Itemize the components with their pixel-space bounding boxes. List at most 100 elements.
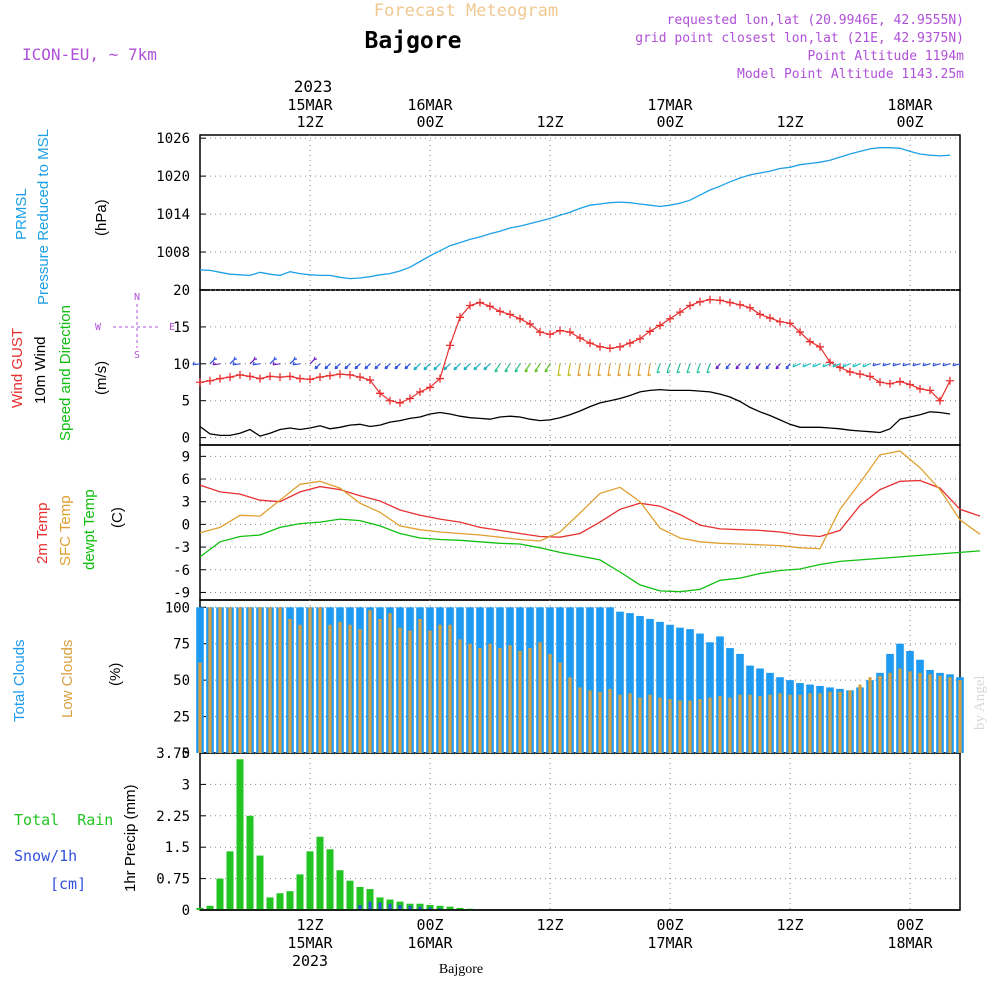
low-cloud-bar bbox=[678, 700, 682, 753]
gust-marker bbox=[256, 374, 264, 383]
gust-marker bbox=[556, 326, 564, 335]
top-date-label: 17MAR bbox=[647, 96, 693, 114]
wind-direction-arrow bbox=[812, 363, 821, 368]
wind-direction-arrow bbox=[232, 361, 241, 366]
low-cloud-bar bbox=[268, 607, 272, 753]
wind-direction-arrow bbox=[627, 363, 632, 377]
gust-marker bbox=[466, 301, 474, 310]
wind-direction-arrow bbox=[852, 363, 861, 368]
low-cloud-bar bbox=[508, 645, 512, 753]
pressure-label-prmsl: PRMSL bbox=[13, 188, 30, 240]
wind-direction-arrow bbox=[617, 363, 622, 377]
wind-direction-arrow bbox=[292, 361, 301, 366]
rain-bar bbox=[286, 891, 294, 910]
low-cloud-bar bbox=[888, 672, 892, 753]
wind-direction-arrow bbox=[443, 363, 451, 371]
low-cloud-bar bbox=[528, 648, 532, 753]
y-tick-label: 3 bbox=[182, 495, 190, 511]
gust-marker bbox=[426, 383, 434, 392]
low-cloud-bar bbox=[478, 648, 482, 753]
watermark: by Angel bbox=[972, 675, 988, 730]
low-cloud-bar bbox=[318, 607, 322, 753]
y-tick-label: 0.75 bbox=[156, 872, 190, 888]
low-cloud-bar bbox=[618, 694, 622, 753]
gust-marker bbox=[666, 314, 674, 323]
wind-direction-arrow bbox=[872, 362, 881, 367]
wind-direction-arrow bbox=[892, 362, 901, 367]
total-cloud-bar bbox=[646, 618, 654, 753]
top-date-label: 18MAR bbox=[887, 96, 933, 114]
y-tick-label: 50 bbox=[173, 673, 190, 689]
wind-direction-arrow bbox=[314, 363, 321, 370]
low-cloud-bar bbox=[328, 624, 332, 753]
gust-marker bbox=[696, 297, 704, 306]
low-cloud-bar bbox=[828, 691, 832, 753]
gust-marker bbox=[886, 379, 894, 388]
gust-marker bbox=[706, 295, 714, 304]
rain-bar bbox=[246, 815, 254, 910]
y-tick-label: 3 bbox=[182, 777, 190, 793]
low-cloud-bar bbox=[628, 693, 632, 753]
total-cloud-bar bbox=[676, 627, 684, 753]
wind-direction-arrow bbox=[524, 363, 531, 373]
wind-direction-arrow bbox=[942, 362, 951, 367]
snow-bar bbox=[398, 904, 402, 910]
low-cloud-bar bbox=[538, 642, 542, 753]
wind-direction-arrow bbox=[557, 363, 562, 377]
gust-marker bbox=[926, 386, 934, 395]
gust-marker bbox=[796, 328, 804, 337]
gust-marker bbox=[906, 380, 914, 389]
total-cloud-bar bbox=[656, 621, 664, 753]
bottom-hour-label: 12Z bbox=[776, 916, 803, 934]
total-cloud-bar bbox=[626, 613, 634, 753]
bottom-date-label: 16MAR bbox=[407, 934, 453, 952]
rain-bar bbox=[256, 855, 264, 910]
wind-direction-arrow bbox=[952, 362, 961, 367]
gust-marker bbox=[786, 319, 794, 328]
wind-direction-arrow bbox=[453, 363, 461, 371]
wind-direction-arrow bbox=[822, 363, 831, 368]
wind-direction-arrow bbox=[785, 363, 791, 370]
low-cloud-bar bbox=[958, 680, 962, 753]
y-tick-label: 1014 bbox=[156, 207, 190, 223]
snow-bar bbox=[388, 903, 392, 910]
low-cloud-bar bbox=[518, 651, 522, 753]
y-tick-label: 20 bbox=[173, 283, 190, 299]
low-cloud-bar bbox=[218, 607, 222, 753]
low-cloud-bar bbox=[548, 653, 552, 753]
snow-bar bbox=[418, 906, 422, 910]
wind-direction-arrow bbox=[656, 363, 661, 374]
low-cloud-bar bbox=[948, 677, 952, 753]
snow-bar bbox=[438, 908, 442, 910]
clouds-low-label: Low Clouds bbox=[59, 640, 76, 718]
wind-direction-arrow bbox=[229, 356, 238, 365]
rain-bar bbox=[296, 874, 304, 910]
snow-bar bbox=[408, 905, 412, 910]
panel-frame bbox=[199, 752, 961, 911]
total-cloud-bar bbox=[636, 616, 644, 753]
compass-w: W bbox=[95, 322, 102, 333]
y-tick-label: 5 bbox=[182, 394, 190, 410]
precip-axis-label: 1hr Precip (mm) bbox=[122, 784, 139, 892]
gust-marker bbox=[366, 376, 374, 385]
low-cloud-bar bbox=[838, 691, 842, 753]
wind-direction-arrow bbox=[862, 363, 871, 368]
gust-marker bbox=[386, 396, 394, 405]
low-cloud-bar bbox=[918, 672, 922, 753]
top-hour-label: 12Z bbox=[296, 113, 323, 131]
gust-marker bbox=[756, 310, 764, 319]
gust-marker bbox=[726, 298, 734, 307]
low-cloud-bar bbox=[448, 624, 452, 753]
y-tick-label: 10 bbox=[173, 357, 190, 373]
y-tick-label: 3.75 bbox=[156, 746, 190, 762]
low-cloud-bar bbox=[848, 690, 852, 753]
wind-direction-arrow bbox=[637, 363, 642, 377]
low-cloud-bar bbox=[198, 662, 202, 753]
wind-direction-arrow bbox=[483, 363, 491, 371]
rain-bar bbox=[356, 886, 364, 910]
wind10-line bbox=[199, 388, 951, 437]
model-altitude: Model Point Altitude 1143.25m bbox=[737, 67, 964, 82]
temp-2m-label: 2m Temp bbox=[34, 503, 51, 564]
temp-sfc-label: SFC Temp bbox=[57, 495, 74, 566]
wind-direction-arrow bbox=[735, 363, 741, 370]
